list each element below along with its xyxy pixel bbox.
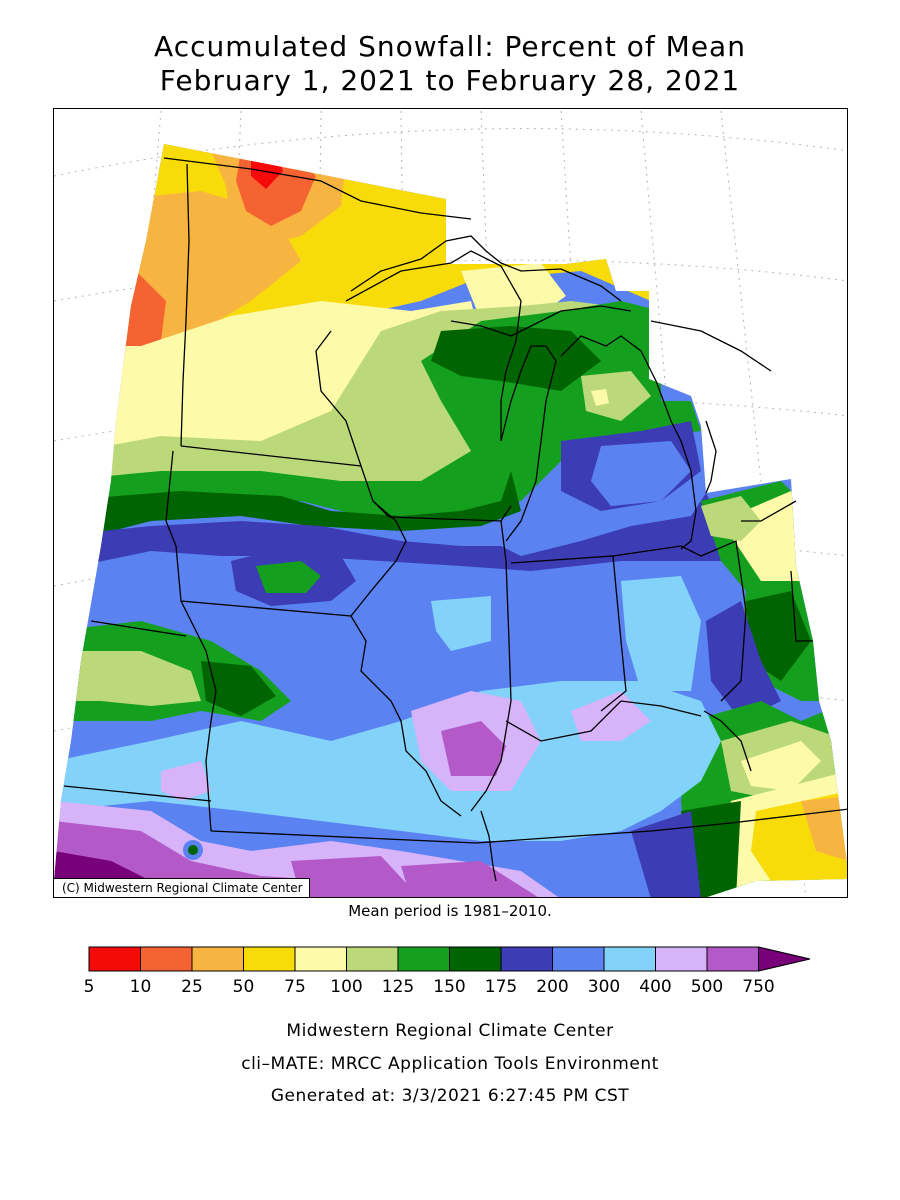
state-boundaries (63, 157, 847, 882)
legend-swatch (191, 946, 244, 972)
legend-swatch (758, 946, 811, 972)
legend-label: 200 (536, 977, 568, 997)
legend-swatch (552, 946, 605, 972)
legend-label: 150 (433, 977, 465, 997)
footer-tool-name: cli–MATE: MRCC Application Tools Environ… (241, 1054, 659, 1074)
legend-label: 10 (130, 977, 152, 997)
footer-generated-time: Generated at: 3/3/2021 6:27:45 PM CST (270, 1086, 630, 1106)
color-legend: 5 10 25 50 75 100 125 150 175 200 300 400 500 750 (84, 946, 811, 997)
legend-swatch (500, 946, 553, 972)
legend-label: 125 (382, 977, 414, 997)
legend-swatch (243, 946, 296, 972)
copyright-label: (C) Midwestern Regional Climate Center (54, 878, 310, 897)
legend-label: 400 (639, 977, 671, 997)
legend-swatch (88, 946, 141, 972)
legend-swatch (449, 946, 502, 972)
legend-swatch (603, 946, 656, 972)
legend-swatch (294, 946, 347, 972)
legend-swatch (706, 946, 759, 972)
legend-swatch (346, 946, 399, 972)
legend-label: 50 (233, 977, 255, 997)
snowfall-contours (54, 144, 847, 897)
legend-label: 500 (691, 977, 723, 997)
legend-label: 5 (84, 977, 95, 997)
legend-label: 175 (485, 977, 517, 997)
legend-swatch (140, 946, 193, 972)
legend-label: 25 (181, 977, 203, 997)
legend-swatch (655, 946, 708, 972)
map-title-line-1: Accumulated Snowfall: Percent of Mean (154, 30, 746, 63)
map-frame: (C) Midwestern Regional Climate Center (53, 108, 848, 898)
footer-center-name: Midwestern Regional Climate Center (286, 1021, 614, 1041)
legend-label: 300 (588, 977, 620, 997)
legend-label: 75 (284, 977, 306, 997)
legend-label: 750 (742, 977, 774, 997)
legend-label: 100 (330, 977, 362, 997)
map-title-line-2: February 1, 2021 to February 28, 2021 (159, 64, 741, 97)
legend-swatch (397, 946, 450, 972)
mean-period-note: Mean period is 1981–2010. (348, 902, 552, 920)
snowfall-map (54, 110, 847, 897)
